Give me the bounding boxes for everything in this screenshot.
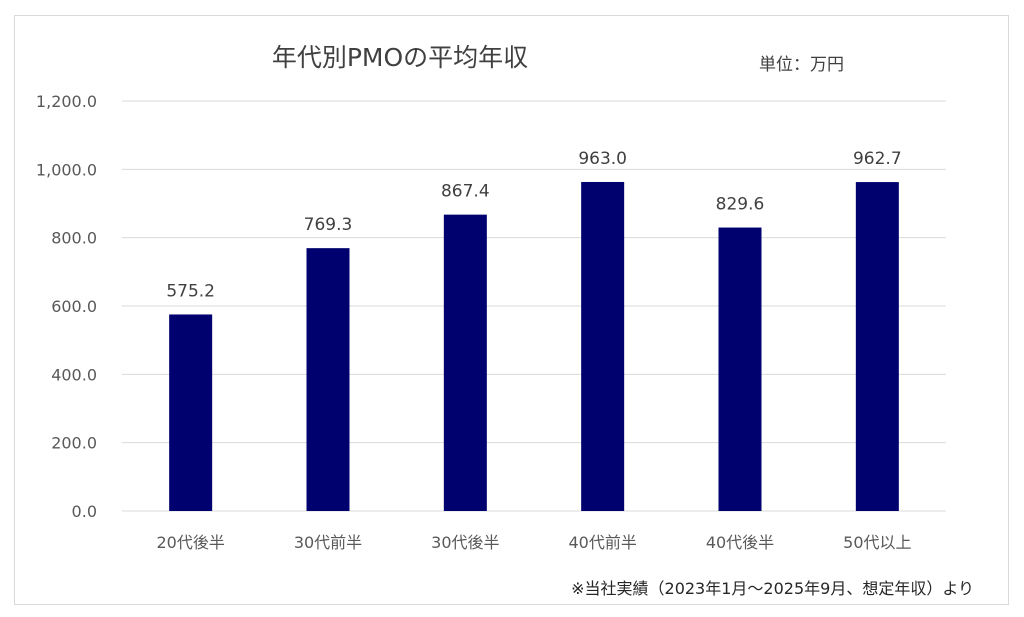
y-tick-label: 1,200.0 bbox=[36, 92, 97, 111]
y-tick-label: 400.0 bbox=[51, 365, 97, 384]
y-tick-label: 0.0 bbox=[72, 502, 97, 521]
data-labels: 575.2 769.3 867.4 963.0 829.6 962.7 bbox=[166, 149, 901, 301]
bar bbox=[581, 181, 625, 511]
chart-title: 年代別PMOの平均年収 bbox=[271, 43, 529, 72]
unit-note: 単位：万円 bbox=[759, 55, 844, 75]
x-category-label: 30代後半 bbox=[431, 533, 499, 552]
footnote: ※当社実績（2023年1月〜2025年9月、想定年収）より bbox=[571, 579, 974, 598]
bar bbox=[443, 214, 487, 511]
x-category-label: 40代前半 bbox=[568, 533, 636, 552]
x-axis-categories: 20代後半 30代前半 30代後半 40代前半 40代後半 50代以上 bbox=[156, 533, 911, 552]
y-tick-label: 200.0 bbox=[51, 434, 97, 453]
data-label: 575.2 bbox=[166, 281, 215, 301]
y-tick-label: 800.0 bbox=[51, 229, 97, 248]
bars bbox=[169, 181, 899, 512]
x-category-label: 30代前半 bbox=[294, 533, 362, 552]
x-category-label: 20代後半 bbox=[156, 533, 224, 552]
bar bbox=[306, 248, 350, 512]
data-label: 829.6 bbox=[716, 195, 765, 215]
x-category-label: 50代以上 bbox=[843, 533, 911, 552]
y-tick-label: 1,000.0 bbox=[36, 160, 97, 179]
bar bbox=[855, 182, 899, 511]
data-label: 963.0 bbox=[578, 149, 627, 169]
y-axis-ticks: 0.0 200.0 400.0 600.0 800.0 1,000.0 1,200.0 bbox=[36, 92, 97, 521]
data-label: 867.4 bbox=[441, 182, 490, 202]
data-label: 769.3 bbox=[304, 215, 353, 235]
x-category-label: 40代後半 bbox=[706, 533, 774, 552]
gridlines bbox=[122, 100, 946, 512]
bar bbox=[718, 227, 762, 511]
data-label: 962.7 bbox=[853, 149, 902, 169]
bar bbox=[169, 314, 213, 511]
y-tick-label: 600.0 bbox=[51, 297, 97, 316]
